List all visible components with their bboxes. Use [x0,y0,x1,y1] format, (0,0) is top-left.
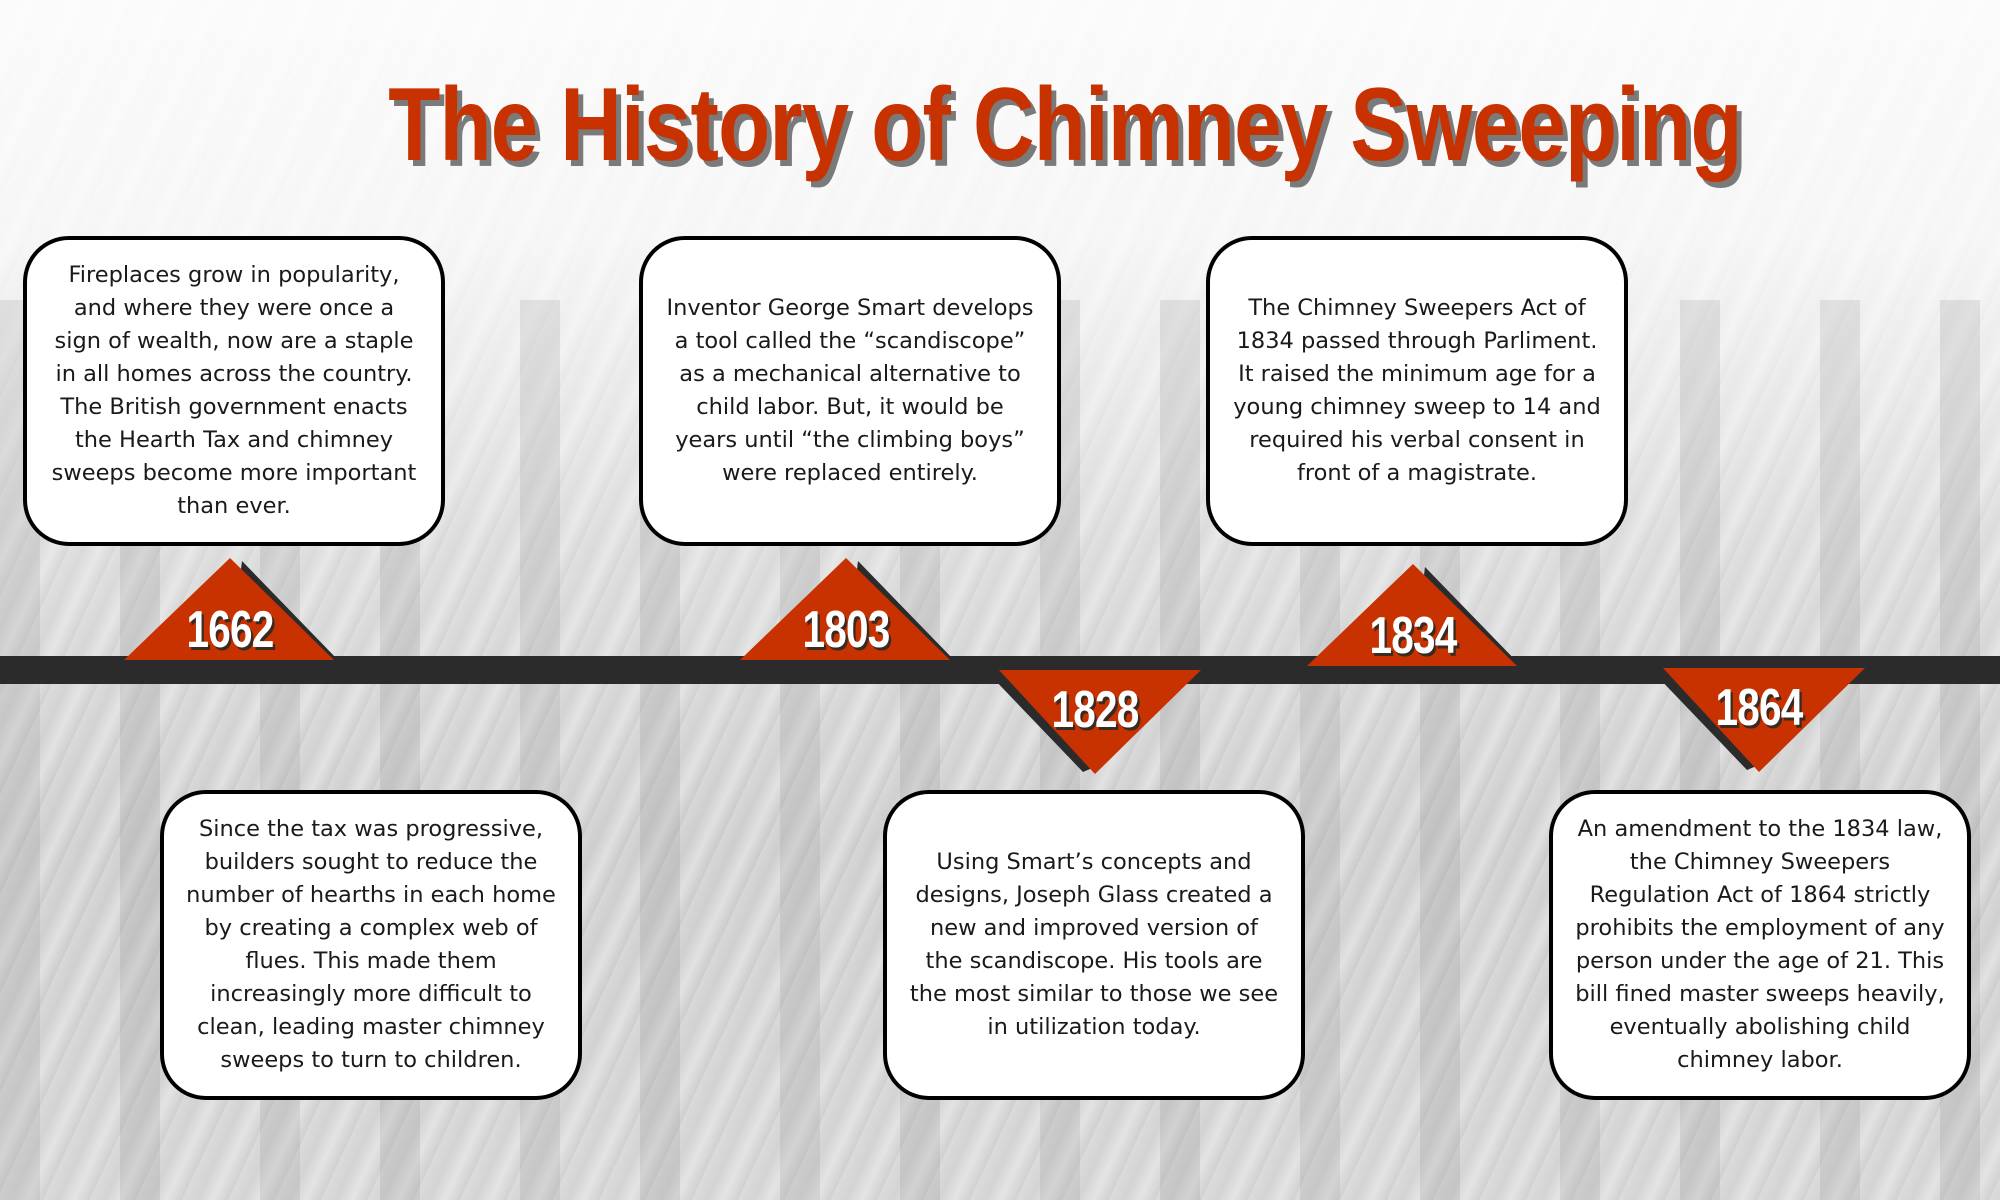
event-card-text: An amendment to the 1834 law, the Chimne… [1575,816,1945,1073]
year-marker-1834: 1834 [1303,564,1523,674]
year-marker-1828: 1828 [985,670,1205,780]
event-card-1864-regulation-act: An amendment to the 1834 law, the Chimne… [1549,790,1971,1100]
year-label: 1864 [1715,679,1803,737]
year-marker-1803: 1803 [736,558,956,668]
triangle-up-icon [1307,564,1521,666]
year-marker-1864: 1864 [1649,668,1869,778]
event-card-text: Fireplaces grow in popularity, and where… [51,262,417,519]
page-title: The History of Chimney Sweeping [388,67,1742,183]
event-card-1662-hearth-tax: Fireplaces grow in popularity, and where… [23,236,445,546]
triangle-down-icon [1655,668,1865,772]
event-card-text: Since the tax was progressive, builders … [186,816,556,1073]
event-card-text: The Chimney Sweepers Act of 1834 passed … [1233,295,1601,486]
triangle-up-icon [124,558,338,660]
year-label: 1828 [1051,681,1139,739]
event-card-1803-scandiscope: Inventor George Smart develops a tool ca… [639,236,1061,546]
event-card-1828-joseph-glass: Using Smart’s concepts and designs, Jose… [883,790,1305,1100]
triangle-down-icon [991,670,1201,774]
triangle-up-icon [740,558,954,660]
year-label: 1834 [1369,607,1457,665]
event-card-text: Using Smart’s concepts and designs, Jose… [909,849,1279,1040]
event-card-text: Inventor George Smart develops a tool ca… [666,295,1034,486]
event-card-1834-act: The Chimney Sweepers Act of 1834 passed … [1206,236,1628,546]
year-label: 1662 [186,601,274,659]
year-marker-1662: 1662 [120,558,340,668]
year-label: 1803 [802,601,890,659]
event-card-1662-flues: Since the tax was progressive, builders … [160,790,582,1100]
